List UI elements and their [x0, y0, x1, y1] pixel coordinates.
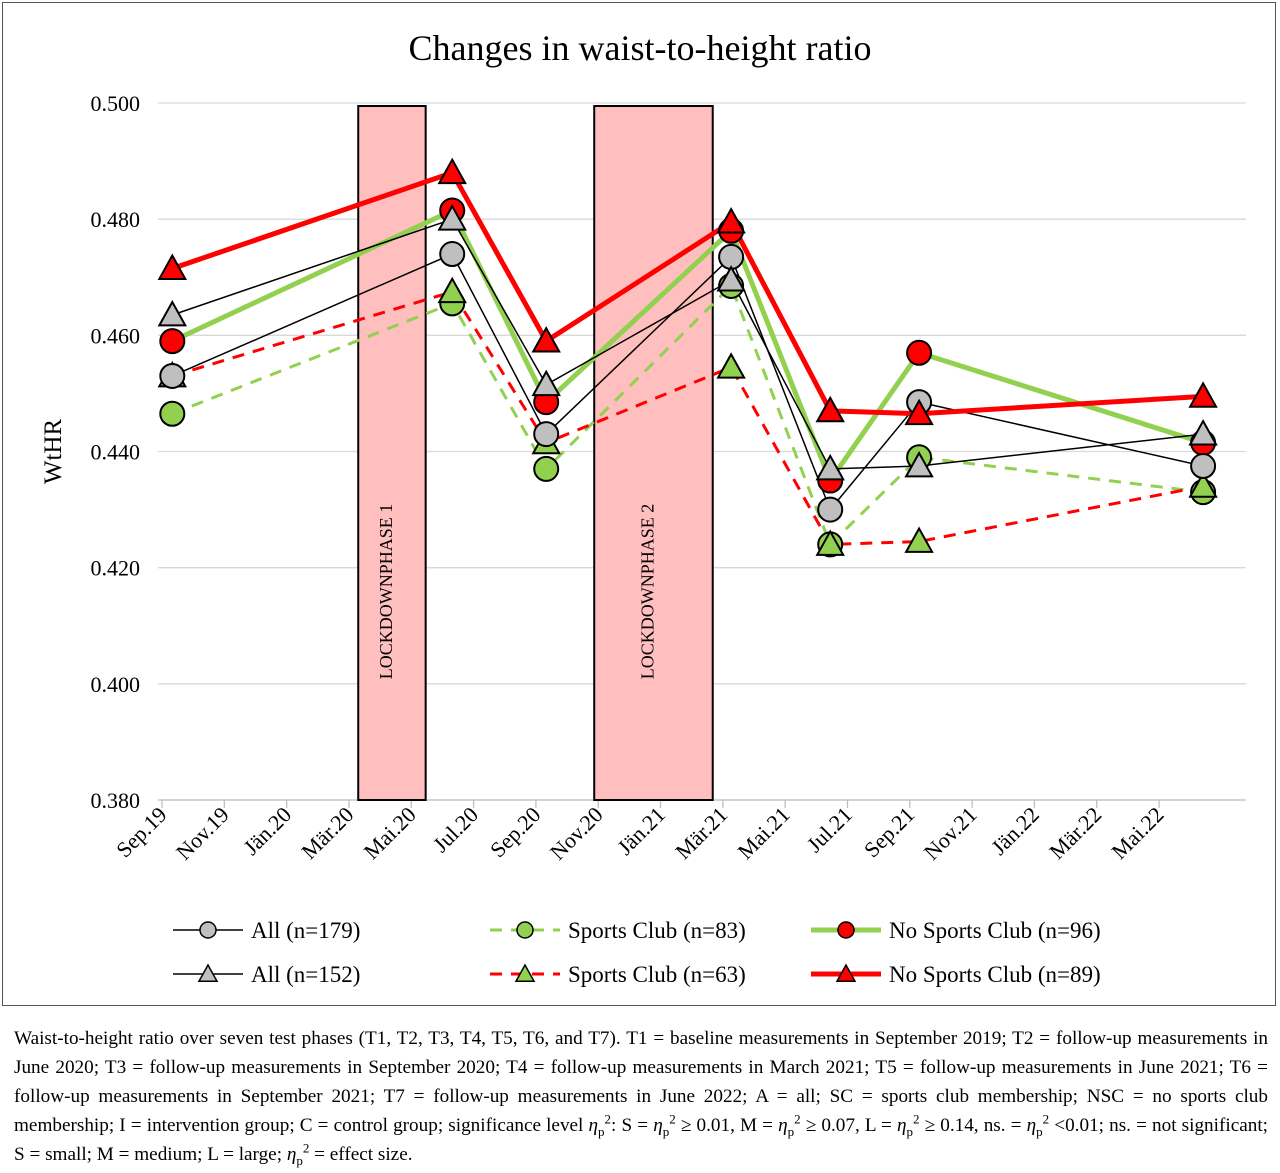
x-tick-label: Sep.20 — [485, 802, 545, 862]
caption-part: = effect size. — [309, 1144, 413, 1165]
eta-subscript: p — [598, 1123, 605, 1139]
data-point — [157, 299, 188, 327]
y-tick-label: 0.480 — [91, 207, 141, 232]
x-tick-label: Mär.20 — [296, 802, 358, 864]
eta-subscript: p — [787, 1123, 795, 1139]
data-point — [815, 529, 845, 556]
y-axis-label: WtHR — [40, 419, 67, 485]
figure-frame: Changes in waist-to-height ratio 0.380 0.4… — [2, 2, 1276, 1006]
eta-subscript: p — [296, 1152, 303, 1168]
chart-title: Changes in waist-to-height ratio — [409, 28, 872, 68]
legend-label: Sports Club (n=83) — [568, 918, 746, 943]
x-tick-label: Mär.22 — [1044, 802, 1106, 864]
data-point — [437, 276, 467, 304]
eta-superscript: 2 — [1042, 1111, 1050, 1127]
data-point — [815, 395, 845, 423]
data-point — [159, 400, 186, 427]
x-tick-label: Mär.21 — [670, 802, 732, 864]
legend-marker — [199, 921, 217, 939]
data-point — [716, 352, 746, 379]
x-tick-label: Jän.20 — [238, 802, 296, 860]
data-point — [817, 496, 844, 523]
legend-label: All (n=152) — [251, 962, 360, 987]
data-point — [533, 421, 560, 448]
eta-symbol: η — [896, 1115, 907, 1136]
y-tick-label: 0.380 — [91, 788, 141, 813]
x-tick-label: Jul.21 — [802, 802, 857, 857]
legend-label: No Sports Club (n=96) — [889, 918, 1101, 943]
eta-subscript: p — [906, 1123, 913, 1139]
data-point — [1190, 453, 1217, 480]
data-point — [1188, 381, 1218, 408]
caption-part: ≥ 0.01, M = — [675, 1115, 779, 1136]
data-point — [716, 207, 746, 234]
data-point — [904, 526, 934, 553]
data-point — [904, 398, 934, 426]
x-tick-label: Nov.20 — [545, 802, 608, 865]
x-tick-label: Mai.21 — [733, 802, 795, 864]
x-tick-label: Jul.20 — [428, 802, 483, 857]
eta-subscript: p — [1036, 1123, 1043, 1139]
caption-part: <0.01; ns. = not significant; S = small;… — [14, 1115, 1268, 1165]
eta-symbol: η — [588, 1115, 599, 1136]
data-point — [815, 453, 845, 481]
y-tick-label: 0.420 — [91, 556, 141, 581]
eta-superscript: 2 — [912, 1111, 920, 1127]
caption-part: ≥ 0.14, ns. = — [919, 1115, 1027, 1136]
eta-symbol: η — [1026, 1115, 1037, 1136]
legend-marker — [516, 921, 534, 939]
data-point — [157, 253, 188, 280]
data-point — [1188, 471, 1218, 498]
y-tick-label: 0.440 — [91, 440, 141, 465]
x-tick-label: Jän.22 — [986, 802, 1044, 860]
legend-label: No Sports Club (n=89) — [889, 962, 1101, 987]
eta-superscript: 2 — [604, 1111, 612, 1127]
legend-marker — [835, 963, 857, 982]
y-tick-label: 0.400 — [91, 672, 141, 697]
x-tick-label: Nov.21 — [919, 802, 982, 865]
lockdown-label: LOCKDOWNPHASE 2 — [637, 504, 657, 680]
data-point — [531, 326, 561, 353]
eta-superscript: 2 — [794, 1111, 801, 1127]
x-tick-label: Nov.19 — [171, 802, 234, 865]
x-tick-label: Mai.20 — [359, 802, 421, 864]
eta-symbol: η — [778, 1115, 788, 1136]
data-point — [1188, 419, 1218, 446]
eta-superscript: 2 — [669, 1111, 676, 1127]
data-point — [437, 204, 467, 231]
data-point — [159, 328, 186, 355]
data-point — [533, 455, 560, 482]
legend-label: All (n=179) — [251, 918, 360, 943]
chart: Changes in waist-to-height ratio 0.380 0.4… — [40, 28, 1246, 987]
data-point — [716, 265, 746, 292]
figure-caption: Waist-to-height ratio over seven test ph… — [14, 1024, 1268, 1169]
eta-subscript: p — [662, 1123, 670, 1139]
caption-part: : S = — [611, 1115, 654, 1136]
eta-superscript: 2 — [302, 1140, 310, 1156]
eta-symbol: η — [653, 1115, 663, 1136]
caption-part: Waist-to-height ratio over seven test ph… — [14, 1028, 1268, 1136]
lockdown-box — [593, 105, 714, 801]
x-tick-label: Mai.22 — [1106, 802, 1168, 864]
eta-symbol: η — [286, 1144, 297, 1165]
data-point — [531, 369, 561, 397]
legend-marker — [837, 921, 855, 939]
data-point — [906, 339, 933, 366]
data-point — [159, 362, 186, 389]
data-point — [904, 450, 934, 478]
lockdown-box — [357, 105, 427, 801]
lockdown-label: LOCKDOWNPHASE 1 — [376, 504, 396, 679]
legend-marker — [197, 963, 219, 982]
caption-part: ≥ 0.07, L = — [800, 1115, 897, 1136]
legend-marker — [514, 963, 536, 982]
data-point — [439, 241, 466, 268]
x-tick-label: Jän.21 — [612, 802, 670, 860]
data-point — [437, 157, 467, 185]
y-tick-label: 0.460 — [91, 323, 141, 348]
legend-label: Sports Club (n=63) — [568, 962, 746, 987]
y-tick-label: 0.500 — [91, 91, 141, 116]
x-tick-label: Sep.21 — [859, 802, 919, 862]
